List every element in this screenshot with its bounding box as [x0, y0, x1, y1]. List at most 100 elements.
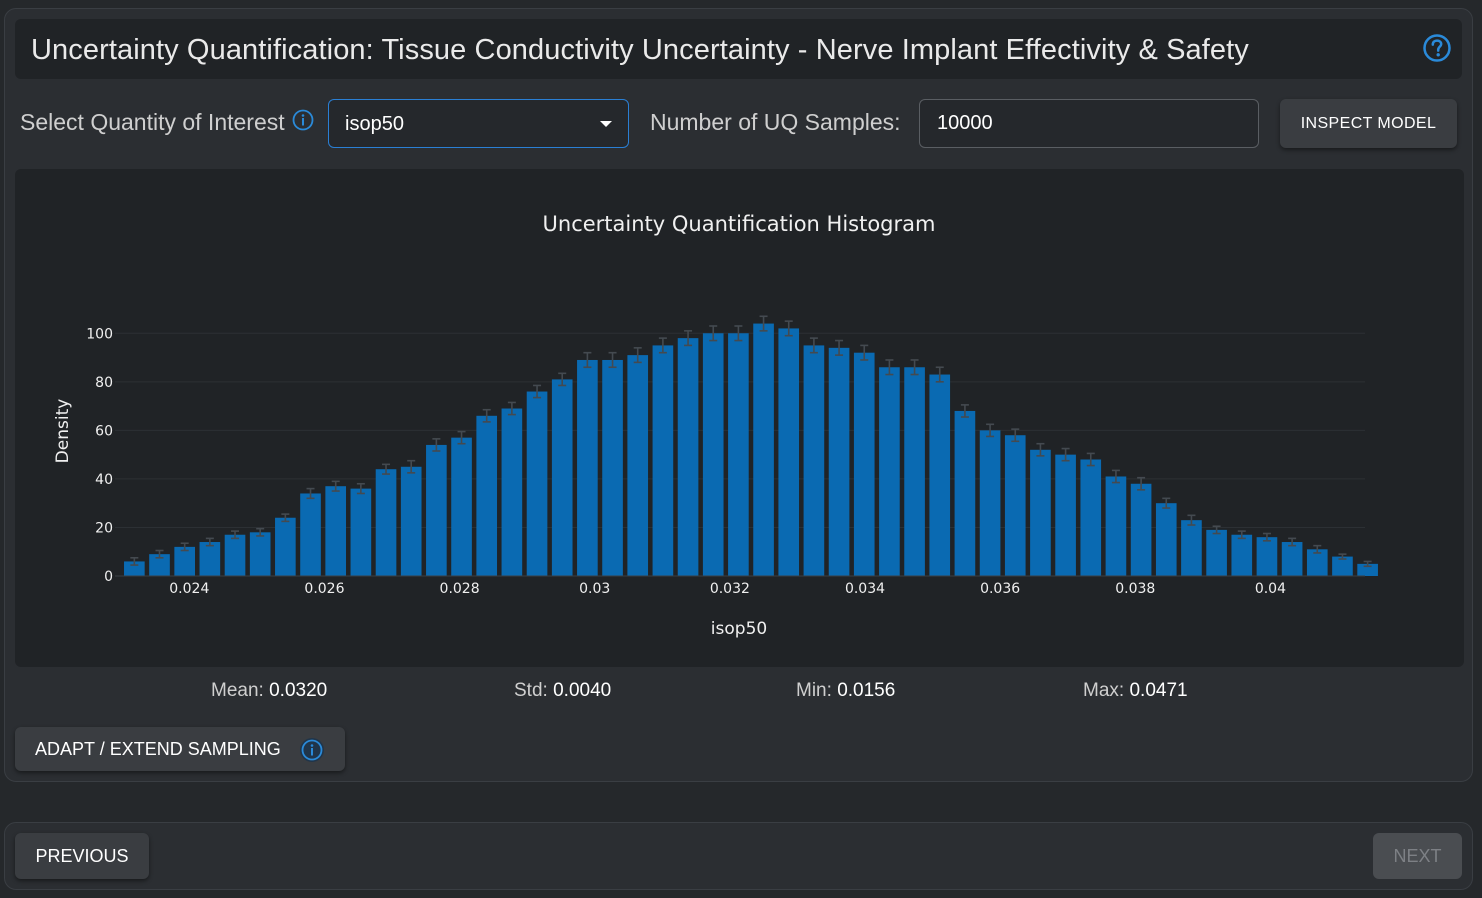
error-bar [281, 513, 290, 523]
histogram-bar [1357, 563, 1378, 576]
stat-max-value: 0.0471 [1129, 680, 1188, 701]
histogram-bar [451, 437, 472, 576]
error-bar [1313, 544, 1322, 554]
error-bar [608, 351, 617, 369]
histogram-chart: 0 20 40 60 80 100 0.024 0.026 0.028 0.03 0.032 0.03… [15, 169, 1464, 667]
histogram-bar [1130, 483, 1152, 576]
error-bar [986, 423, 995, 438]
histogram-bar [350, 488, 372, 576]
x-tick-label: 0.028 [440, 581, 480, 597]
histogram-bar [979, 430, 1001, 576]
histogram-bar [174, 546, 195, 576]
histogram-bar [300, 493, 321, 576]
error-bar [885, 359, 894, 376]
x-tick-label: 0.024 [169, 581, 209, 597]
histogram-bar [1004, 435, 1026, 576]
histogram-bar [929, 374, 951, 576]
error-bar [205, 537, 214, 547]
error-bar [1288, 537, 1297, 547]
histogram-bar [1055, 454, 1076, 576]
histogram-bar [149, 554, 170, 576]
error-bar [1061, 447, 1070, 462]
next-button[interactable]: NEXT [1373, 833, 1462, 879]
histogram-bar [1256, 537, 1278, 576]
histogram-bar [501, 408, 523, 576]
error-bar [1262, 532, 1271, 542]
x-tick-label: 0.036 [980, 581, 1020, 597]
histogram-bar [199, 542, 221, 576]
error-bar [382, 463, 391, 475]
y-axis-label: Density [53, 399, 73, 464]
y-tick-label: 20 [95, 520, 113, 536]
histogram-bar [728, 333, 749, 576]
qoi-select[interactable]: isop50 [328, 99, 629, 148]
stat-min-label: Min: [796, 680, 832, 701]
error-bar [256, 527, 265, 537]
question-circle-icon[interactable] [1422, 33, 1452, 63]
histogram-bar [1181, 520, 1202, 576]
error-bar [1212, 525, 1221, 535]
error-bar [1086, 452, 1095, 467]
inspect-model-button[interactable]: INSPECT MODEL [1280, 99, 1457, 148]
error-bar [231, 530, 240, 540]
stat-mean-value: 0.0320 [269, 680, 328, 701]
qoi-select-value: isop50 [345, 113, 404, 135]
x-axis-label: isop50 [711, 619, 767, 639]
adapt-sampling-button[interactable]: ADAPT / EXTEND SAMPLING [15, 727, 345, 771]
histogram-bar [551, 379, 573, 576]
previous-button[interactable]: PREVIOUS [15, 833, 149, 879]
adapt-sampling-label: ADAPT / EXTEND SAMPLING [35, 738, 281, 759]
error-bar [432, 438, 441, 452]
chart-title: Uncertainty Quantification Histogram [543, 212, 936, 236]
stat-mean-label: Mean: [211, 680, 264, 701]
histogram-bar [853, 352, 875, 576]
x-tick-label: 0.034 [845, 581, 885, 597]
histogram-bar [677, 338, 699, 576]
info-icon[interactable] [292, 109, 314, 131]
histogram-bar [652, 345, 674, 576]
error-bar [935, 366, 944, 383]
y-tick-label: 100 [86, 326, 113, 342]
x-tick-label: 0.03 [579, 581, 610, 597]
error-bar [658, 337, 667, 354]
histogram-bar [1030, 449, 1051, 576]
histogram-bar [954, 410, 976, 576]
histogram-bar [1206, 529, 1227, 576]
error-bar [407, 459, 416, 474]
histogram-bar [803, 345, 825, 576]
histogram-bar [1332, 556, 1353, 576]
histogram-bar [325, 486, 347, 576]
x-tick-label: 0.038 [1115, 581, 1155, 597]
error-bar [759, 315, 768, 332]
stat-mean: Mean: 0.0320 [211, 680, 327, 702]
error-bar [784, 320, 793, 337]
error-bar [1137, 476, 1146, 491]
error-bar [1237, 530, 1246, 540]
error-bar [1111, 469, 1120, 484]
page-title: Uncertainty Quantification: Tissue Condu… [31, 34, 1249, 66]
samples-input[interactable] [919, 99, 1259, 148]
histogram-bar [224, 534, 246, 576]
x-tick-label: 0.026 [304, 581, 344, 597]
info-icon[interactable] [299, 737, 325, 763]
error-bar [533, 384, 542, 399]
y-tick-label: 0 [104, 569, 113, 585]
error-bar [633, 347, 642, 364]
stat-std-value: 0.0040 [553, 680, 612, 701]
histogram-svg: 0 20 40 60 80 100 0.024 0.026 0.028 0.03 0.032 0.03… [53, 212, 1378, 639]
histogram-bar [577, 359, 598, 576]
histogram-bar [476, 415, 498, 576]
histogram-bar [702, 333, 724, 576]
histogram-bar [828, 347, 850, 576]
histogram-bar [375, 469, 397, 576]
error-bar [835, 339, 844, 356]
x-tick-label: 0.032 [710, 581, 750, 597]
error-bar [155, 549, 164, 559]
histogram-bar [904, 367, 925, 576]
stat-min-value: 0.0156 [837, 680, 896, 701]
error-bar [306, 487, 315, 500]
error-bar [558, 372, 567, 387]
stat-std: Std: 0.0040 [514, 680, 611, 702]
stat-std-label: Std: [514, 680, 548, 701]
error-bar [1187, 514, 1196, 526]
